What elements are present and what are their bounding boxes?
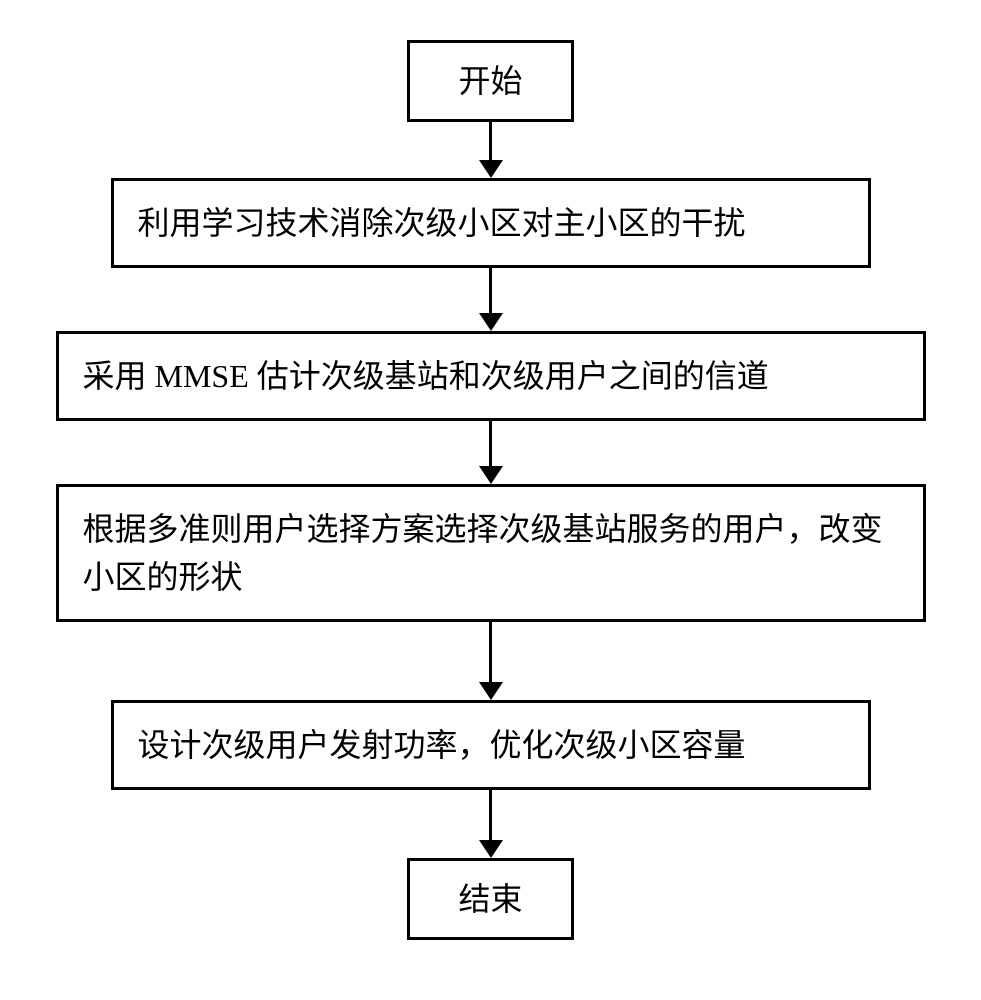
step1-node: 利用学习技术消除次级小区对主小区的干扰 (111, 178, 871, 268)
arrow-head-icon (479, 160, 503, 178)
arrow-line (489, 122, 492, 160)
arrow-head-icon (479, 840, 503, 858)
step4-label: 设计次级用户发射功率，优化次级小区容量 (138, 721, 746, 769)
arrow-5 (479, 790, 503, 858)
arrow-3 (479, 421, 503, 484)
end-node: 结束 (407, 858, 573, 940)
arrow-head-icon (479, 682, 503, 700)
step3-label: 根据多准则用户选择方案选择次级基站服务的用户，改变小区的形状 (83, 505, 899, 601)
arrow-4 (479, 622, 503, 700)
start-node: 开始 (407, 40, 573, 122)
start-label: 开始 (458, 57, 522, 105)
arrow-1 (479, 122, 503, 178)
arrow-head-icon (479, 466, 503, 484)
step1-label: 利用学习技术消除次级小区对主小区的干扰 (138, 199, 746, 247)
arrow-2 (479, 268, 503, 331)
step2-node: 采用 MMSE 估计次级基站和次级用户之间的信道 (56, 331, 926, 421)
end-label: 结束 (458, 875, 522, 923)
arrow-line (489, 622, 492, 682)
step2-label: 采用 MMSE 估计次级基站和次级用户之间的信道 (83, 352, 769, 400)
arrow-line (489, 790, 492, 840)
step4-node: 设计次级用户发射功率，优化次级小区容量 (111, 700, 871, 790)
arrow-head-icon (479, 313, 503, 331)
arrow-line (489, 268, 492, 313)
step3-node: 根据多准则用户选择方案选择次级基站服务的用户，改变小区的形状 (56, 484, 926, 622)
arrow-line (489, 421, 492, 466)
